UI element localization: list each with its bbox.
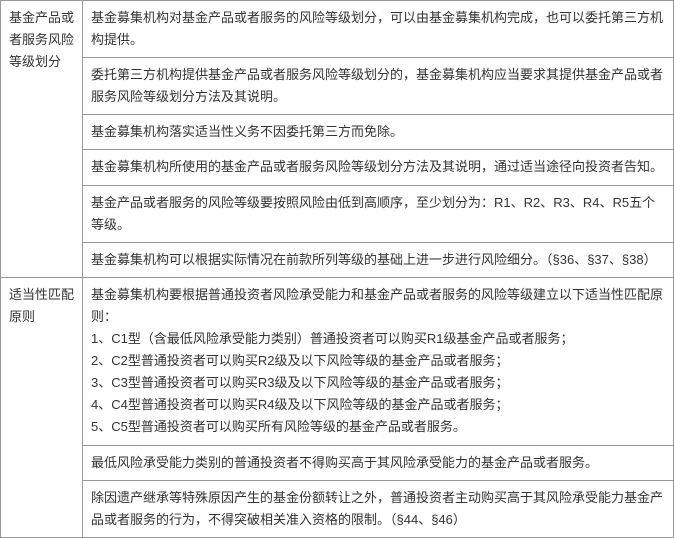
table-row: 除因遗产继承等特殊原因产生的基金份额转让之外，普通投资者主动购买高于其风险承受能… [1,480,674,537]
cell-content: 基金募集机构要根据普通投资者风险承受能力和基金产品或者服务的风险等级建立以下适当… [83,277,674,445]
cell-content: 基金募集机构所使用的基金产品或者服务风险等级划分方法及其说明，通过适当途径向投资… [83,150,674,185]
cell-content: 最低风险承受能力类别的普通投资者不得购买高于其风险承受能力的基金产品或者服务。 [83,445,674,480]
regulation-table: 基金产品或者服务风险等级划分 基金募集机构对基金产品或者服务的风险等级划分，可以… [0,0,674,538]
section-label: 基金产品或者服务风险等级划分 [1,1,83,278]
cell-content: 基金产品或者服务的风险等级要按照风险由低到高顺序，至少划分为：R1、R2、R3、… [83,185,674,242]
cell-content: 基金募集机构落实适当性义务不因委托第三方而免除。 [83,115,674,150]
table-row: 基金产品或者服务风险等级划分 基金募集机构对基金产品或者服务的风险等级划分，可以… [1,1,674,58]
section-label: 适当性匹配原则 [1,277,83,537]
table-row: 基金募集机构落实适当性义务不因委托第三方而免除。 [1,115,674,150]
table-row: 适当性匹配原则 基金募集机构要根据普通投资者风险承受能力和基金产品或者服务的风险… [1,277,674,445]
cell-content: 委托第三方机构提供基金产品或者服务风险等级划分的，基金募集机构应当要求其提供基金… [83,58,674,115]
cell-content: 基金募集机构可以根据实际情况在前款所列等级的基础上进一步进行风险细分。（§36、… [83,242,674,277]
table-row: 最低风险承受能力类别的普通投资者不得购买高于其风险承受能力的基金产品或者服务。 [1,445,674,480]
cell-content: 除因遗产继承等特殊原因产生的基金份额转让之外，普通投资者主动购买高于其风险承受能… [83,480,674,537]
table-row: 委托第三方机构提供基金产品或者服务风险等级划分的，基金募集机构应当要求其提供基金… [1,58,674,115]
table-row: 基金募集机构所使用的基金产品或者服务风险等级划分方法及其说明，通过适当途径向投资… [1,150,674,185]
table-row: 基金募集机构可以根据实际情况在前款所列等级的基础上进一步进行风险细分。（§36、… [1,242,674,277]
table-row: 基金产品或者服务的风险等级要按照风险由低到高顺序，至少划分为：R1、R2、R3、… [1,185,674,242]
cell-content: 基金募集机构对基金产品或者服务的风险等级划分，可以由基金募集机构完成，也可以委托… [83,1,674,58]
